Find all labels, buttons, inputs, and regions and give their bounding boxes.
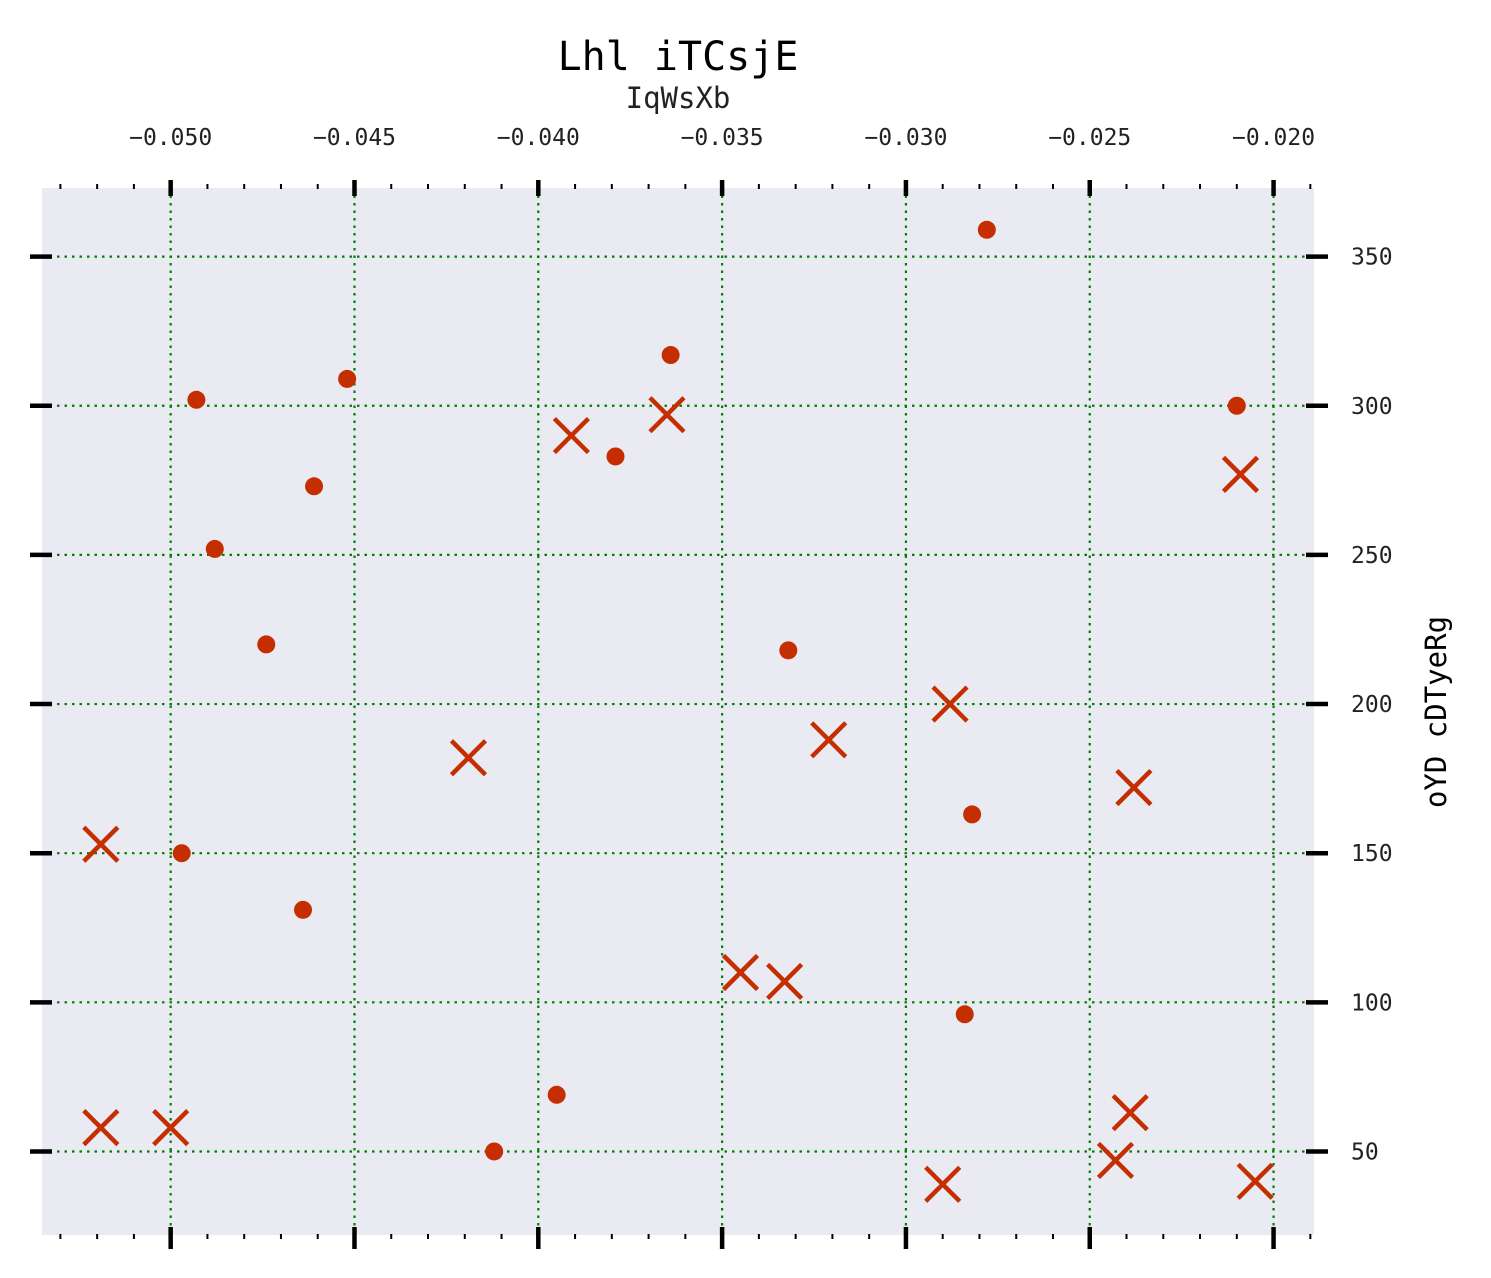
x-tick-label: −0.030	[864, 125, 947, 151]
circle-point	[338, 369, 357, 388]
x-tick-label: −0.025	[1048, 125, 1131, 151]
x-tick-label: −0.035	[681, 125, 764, 151]
x-point	[810, 721, 848, 759]
x-axis-label: IqWsXb	[626, 81, 731, 115]
y-tick-label: 300	[1351, 394, 1393, 420]
x-point-stroke	[1115, 768, 1153, 807]
circle-point	[305, 477, 324, 496]
x-point	[721, 953, 760, 992]
circle-point	[1227, 396, 1246, 415]
x-point-stroke	[931, 685, 969, 723]
x-point	[152, 1109, 190, 1147]
circle-point	[963, 805, 982, 824]
x-point-stroke	[449, 739, 488, 777]
x-point-stroke	[1236, 1162, 1274, 1200]
x-point	[766, 962, 804, 1001]
x-point	[449, 739, 488, 777]
circle-point	[606, 447, 625, 466]
y-tick-label: 200	[1351, 692, 1393, 718]
y-axis-label: oYD cDTyeRg	[1419, 616, 1453, 808]
x-tick-label: −0.045	[313, 125, 396, 151]
x-point	[552, 416, 590, 455]
grid-lines	[42, 188, 1314, 1235]
circle-point	[294, 900, 313, 919]
y-tick-label: 150	[1351, 841, 1393, 867]
y-tick-label: 350	[1351, 245, 1393, 271]
circle-point	[257, 635, 276, 654]
x-point	[82, 1109, 120, 1147]
x-point	[931, 685, 969, 723]
circle-point	[547, 1085, 566, 1104]
x-point	[1115, 768, 1153, 807]
y-tick-label: 50	[1351, 1139, 1379, 1165]
tick-labels: −0.050 −0.045 −0.040 −0.035 −0.030 −0.025 −0.0…	[129, 125, 1392, 1165]
x-point-stroke	[810, 721, 848, 759]
x-point-stroke	[552, 416, 590, 455]
x-point-stroke	[152, 1109, 190, 1147]
x-point	[1111, 1094, 1149, 1132]
x-point	[648, 396, 686, 434]
data-points	[82, 220, 1274, 1203]
plot-area	[42, 188, 1314, 1235]
circle-point	[205, 539, 224, 558]
x-point-stroke	[924, 1165, 962, 1203]
x-point-stroke	[766, 962, 804, 1001]
x-point-stroke	[1096, 1141, 1135, 1180]
x-point	[1221, 455, 1260, 493]
x-point	[1096, 1141, 1135, 1180]
chart-title: Lhl iTCsjE	[558, 34, 799, 80]
x-point	[1236, 1162, 1274, 1200]
x-point-stroke	[82, 825, 120, 863]
x-point	[82, 825, 120, 863]
x-point-stroke	[1111, 1094, 1149, 1132]
y-tick-label: 100	[1351, 990, 1393, 1016]
circle-point	[172, 844, 191, 863]
circle-point	[779, 641, 798, 660]
circle-point	[977, 220, 996, 239]
y-tick-label: 250	[1351, 543, 1393, 569]
x-point-stroke	[82, 1109, 120, 1147]
circle-point	[955, 1005, 974, 1024]
x-tick-label: −0.050	[129, 125, 212, 151]
x-tick-label: −0.020	[1232, 125, 1315, 151]
x-point-stroke	[648, 396, 686, 434]
x-point-stroke	[721, 953, 760, 992]
circle-point	[661, 346, 680, 365]
x-point	[924, 1165, 962, 1203]
axis-ticks	[30, 180, 1328, 1249]
x-point-stroke	[1221, 455, 1260, 493]
circle-point	[187, 390, 206, 409]
circle-point	[485, 1142, 504, 1161]
x-tick-label: −0.040	[497, 125, 580, 151]
